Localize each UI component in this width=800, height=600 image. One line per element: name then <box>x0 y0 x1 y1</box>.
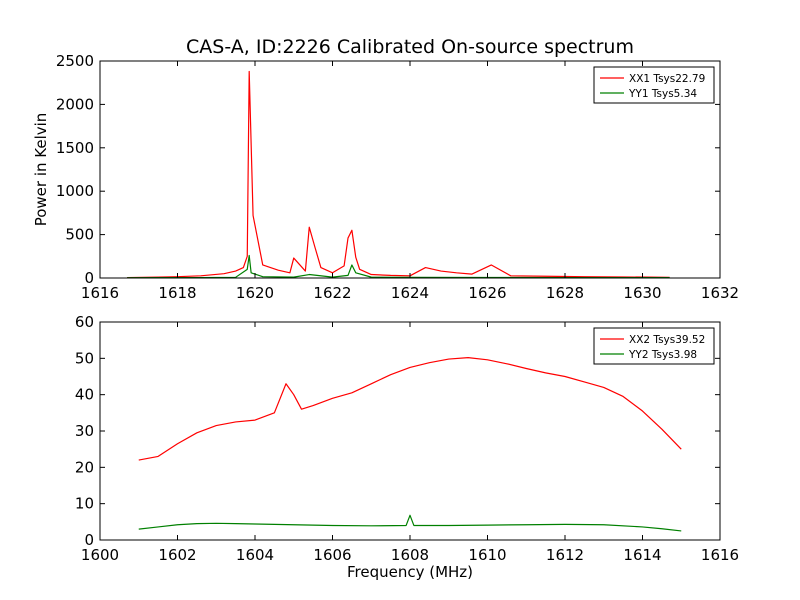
y-tick-label: 500 <box>65 226 94 244</box>
x-tick-label: 1630 <box>623 284 661 302</box>
x-tick-label: 1632 <box>701 284 739 302</box>
x-tick-label: 1606 <box>313 546 351 564</box>
x-tick-label: 1604 <box>236 546 274 564</box>
y-tick-label: 10 <box>75 495 94 513</box>
y-tick-label: 0 <box>84 531 94 549</box>
x-tick-label: 1614 <box>623 546 661 564</box>
legend-label: YY1 Tsys5.34 <box>628 88 697 100</box>
legend-label: YY2 Tsys3.98 <box>628 349 697 361</box>
series-line-0-1 <box>127 254 670 279</box>
legend-box <box>593 327 715 365</box>
x-tick-label: 1628 <box>546 284 584 302</box>
y-tick-label: 2500 <box>56 52 94 70</box>
legend: XX2 Tsys39.52 YY2 Tsys3.98 <box>593 327 715 365</box>
y-tick-label: 50 <box>75 349 94 367</box>
bottom-panel: 1600 1602 1604 1606 1608 1610 1612 1614 1616 0 10 2… <box>75 313 739 564</box>
x-tick-label: 1602 <box>158 546 196 564</box>
series-line-1-0 <box>138 357 682 461</box>
y-axis-label: Power in Kelvin <box>32 113 50 227</box>
x-tick-label: 1612 <box>546 546 584 564</box>
x-tick-label: 1622 <box>313 284 351 302</box>
chart-title: CAS-A, ID:2226 Calibrated On-source spec… <box>186 36 634 58</box>
y-tick-label: 60 <box>75 313 94 331</box>
y-tick-label: 2000 <box>56 95 94 113</box>
x-tick-label: 1620 <box>236 284 274 302</box>
y-tick-label: 30 <box>75 422 94 440</box>
x-tick-label: 1618 <box>158 284 196 302</box>
top-panel: 1616 1618 1620 1622 1624 1626 1628 1630 1632 0 500… <box>32 52 739 302</box>
x-tick-label: 1610 <box>468 546 506 564</box>
x-tick-label: 1616 <box>701 546 739 564</box>
x-tick-label: 1608 <box>391 546 429 564</box>
y-tick-label: 1000 <box>56 182 94 200</box>
legend-label: XX1 Tsys22.79 <box>629 73 705 85</box>
y-tick-label: 40 <box>75 386 94 404</box>
series-line-0-0 <box>127 70 670 279</box>
series-line-1-1 <box>138 514 682 532</box>
legend-label: XX2 Tsys39.52 <box>629 334 705 346</box>
legend-box <box>593 66 715 104</box>
x-tick-label: 1626 <box>468 284 506 302</box>
y-tick-label: 0 <box>84 269 94 287</box>
x-tick-label: 1616 <box>81 284 119 302</box>
x-tick-label: 1600 <box>81 546 119 564</box>
y-tick-label: 20 <box>75 458 94 476</box>
y-tick-label: 1500 <box>56 139 94 157</box>
legend: XX1 Tsys22.79 YY1 Tsys5.34 <box>593 66 715 104</box>
x-axis-label: Frequency (MHz) <box>347 563 473 581</box>
x-tick-label: 1624 <box>391 284 429 302</box>
